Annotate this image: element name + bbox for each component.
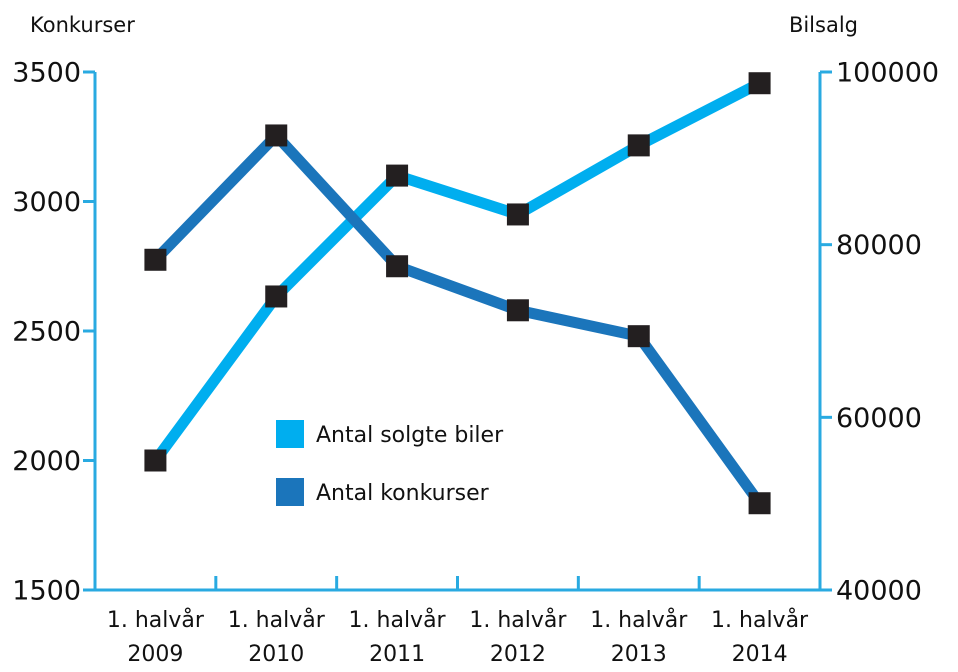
y2-tick-label: 80000	[836, 230, 922, 261]
marker	[627, 325, 650, 348]
x-tick-label: 1. halvår 2012	[469, 608, 567, 667]
y-tick-label: 2000	[12, 446, 81, 477]
legend-label: Antal solgte biler	[316, 423, 504, 448]
y-tick-label: 1500	[12, 576, 81, 607]
marker	[144, 449, 167, 472]
marker	[627, 134, 650, 157]
series-line	[150, 78, 763, 464]
marker	[506, 203, 529, 226]
marker	[748, 492, 771, 515]
series-line	[151, 127, 765, 507]
marker	[748, 72, 771, 95]
legend-swatch	[276, 478, 304, 506]
legend-swatch	[276, 420, 304, 448]
y-axis-title: Konkurser	[30, 13, 135, 37]
y2-tick-label: 100000	[836, 58, 939, 89]
marker	[386, 255, 409, 278]
y-tick-label: 3500	[12, 58, 81, 89]
marker	[506, 299, 529, 322]
y2-tick-label: 60000	[836, 403, 922, 434]
x-tick-label: 1. halvår 2011	[348, 608, 446, 667]
marker	[386, 164, 409, 187]
legend-label: Antal konkurser	[316, 481, 490, 506]
marker	[265, 285, 288, 308]
y-tick-label: 3000	[12, 187, 81, 218]
marker	[265, 124, 288, 147]
x-tick-label: 1. halvår 2010	[227, 608, 325, 667]
x-tick-label: 1. halvår 2013	[590, 608, 688, 667]
y2-axis-title: Bilsalg	[789, 13, 858, 37]
y-tick-label: 2500	[12, 317, 81, 348]
marker	[144, 248, 167, 271]
x-tick-label: 1. halvår 2014	[711, 608, 809, 667]
x-tick-label: 1. halvår 2009	[106, 608, 204, 667]
y2-tick-label: 40000	[836, 576, 922, 607]
